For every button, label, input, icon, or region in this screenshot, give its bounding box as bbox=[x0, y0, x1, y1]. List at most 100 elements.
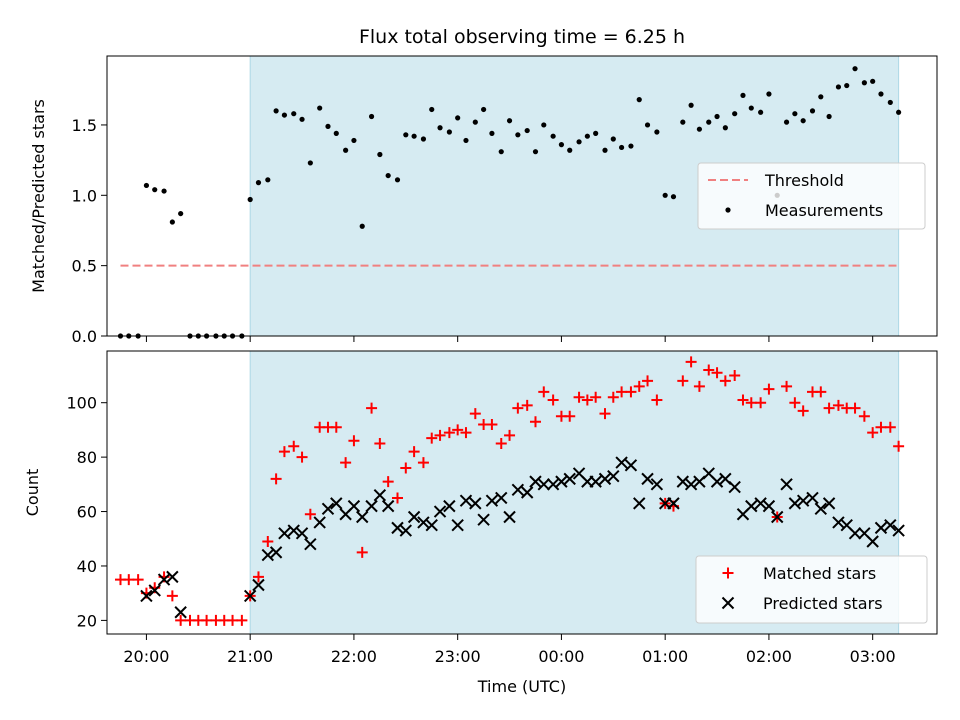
measurement-point bbox=[299, 116, 305, 122]
predicted-star-marker bbox=[252, 578, 265, 592]
count-axes-frame bbox=[106, 350, 938, 635]
measurement-point bbox=[766, 91, 772, 97]
predicted-star-marker bbox=[728, 480, 741, 494]
count-x-axis-label: Time (UTC) bbox=[477, 677, 566, 696]
predicted-star-marker bbox=[330, 497, 343, 510]
predicted-star-marker bbox=[832, 516, 845, 529]
ratio-legend: Threshold Measurements bbox=[697, 162, 926, 230]
ratio-panel: 0.0 0.5 1.0 1.5 Matched/Predicted stars Thr… bbox=[29, 55, 938, 346]
measurement-point bbox=[800, 118, 806, 124]
matched-star-marker bbox=[858, 410, 870, 422]
matched-star-marker bbox=[884, 421, 896, 433]
measurement-point bbox=[610, 136, 616, 142]
measurement-point bbox=[722, 125, 728, 131]
predicted-star-marker bbox=[641, 472, 654, 486]
predicted-star-marker bbox=[417, 516, 430, 529]
ratio-axes-frame bbox=[106, 55, 938, 337]
matched-star-marker bbox=[719, 375, 731, 387]
predicted-star-marker bbox=[485, 494, 499, 507]
measurement-point bbox=[343, 147, 349, 153]
predicted-star-marker bbox=[356, 510, 369, 524]
measurement-point bbox=[550, 133, 556, 139]
measurement-point bbox=[281, 112, 288, 118]
matched-star-marker bbox=[417, 457, 429, 469]
matched-star-marker bbox=[408, 446, 420, 458]
measurement-point bbox=[826, 113, 832, 120]
matched-star-marker bbox=[366, 402, 378, 414]
predicted-star-marker bbox=[399, 524, 413, 537]
measurement-point bbox=[835, 84, 842, 90]
predicted-star-marker bbox=[477, 513, 490, 526]
matched-star-marker bbox=[590, 391, 602, 403]
y-tick-label: 1.5 bbox=[72, 116, 97, 135]
predicted-star-marker bbox=[884, 518, 897, 532]
matched-star-marker bbox=[296, 451, 308, 463]
x-tick-label: 22:00 bbox=[331, 647, 377, 666]
predicted-star-marker bbox=[796, 494, 810, 507]
y-tick-label: 0.5 bbox=[72, 257, 97, 276]
matched-star-marker bbox=[685, 356, 697, 368]
measurement-point bbox=[896, 109, 902, 115]
ratio-y-ticks: 0.0 0.5 1.0 1.5 bbox=[72, 116, 107, 346]
matched-star-marker bbox=[832, 399, 844, 411]
predicted-star-marker bbox=[459, 494, 473, 507]
predicted-star-marker bbox=[633, 497, 646, 510]
measurement-point bbox=[515, 132, 521, 138]
measurement-point bbox=[143, 182, 150, 189]
matched-star-marker bbox=[581, 394, 593, 406]
predicted-star-marker bbox=[874, 521, 888, 535]
measurement-point bbox=[273, 108, 279, 114]
matched-star-marker bbox=[278, 446, 290, 458]
matched-star-marker bbox=[616, 386, 628, 398]
matched-star-marker bbox=[711, 367, 723, 379]
matched-star-marker bbox=[512, 402, 524, 414]
y-tick-label: 1.0 bbox=[72, 186, 97, 205]
predicted-star-marker bbox=[278, 527, 291, 540]
predicted-star-marker bbox=[814, 502, 828, 516]
predicted-star-marker bbox=[269, 546, 283, 559]
measurement-point bbox=[152, 187, 158, 193]
predicted-star-marker bbox=[373, 489, 387, 502]
matched-star-marker bbox=[469, 408, 481, 420]
predicted-star-marker bbox=[866, 535, 879, 548]
matched-star-marker bbox=[815, 386, 827, 398]
matched-star-marker bbox=[677, 375, 689, 387]
measurement-point bbox=[593, 130, 599, 136]
matched-star-marker bbox=[703, 364, 715, 376]
legend-matched-swatch bbox=[722, 567, 734, 579]
predicted-star-marker bbox=[433, 505, 447, 518]
measurement-point bbox=[783, 119, 790, 125]
predicted-star-marker bbox=[425, 518, 438, 532]
matched-star-marker bbox=[849, 402, 861, 414]
measurement-point bbox=[481, 106, 487, 113]
legend-box bbox=[697, 162, 926, 230]
y-tick-label: 100 bbox=[66, 394, 97, 413]
measurement-point bbox=[670, 194, 677, 200]
predicted-star-marker bbox=[261, 548, 275, 562]
measurement-point bbox=[602, 147, 608, 153]
predicted-star-markers bbox=[140, 456, 905, 619]
matched-star-marker bbox=[236, 614, 248, 626]
measurement-point bbox=[887, 99, 893, 106]
measurement-point bbox=[351, 137, 357, 144]
predicted-star-marker bbox=[443, 499, 456, 513]
legend-matched-label: Matched stars bbox=[763, 564, 876, 583]
predicted-star-marker bbox=[806, 491, 819, 505]
measurement-point bbox=[809, 108, 816, 114]
predicted-star-marker bbox=[157, 573, 171, 586]
measurement-point bbox=[576, 139, 582, 145]
x-tick-label: 02:00 bbox=[746, 647, 792, 666]
measurement-point bbox=[852, 66, 858, 72]
predicted-star-marker bbox=[563, 472, 576, 486]
measurement-point bbox=[498, 149, 504, 155]
measurement-point bbox=[506, 118, 513, 124]
predicted-star-marker bbox=[598, 472, 612, 486]
measurement-point bbox=[463, 137, 469, 144]
predicted-star-marker bbox=[771, 510, 784, 524]
count-y-axis-label: Count bbox=[23, 469, 42, 517]
matched-star-marker bbox=[382, 476, 394, 488]
predicted-star-marker bbox=[347, 499, 361, 513]
matched-star-marker bbox=[132, 574, 144, 586]
measurement-point bbox=[394, 177, 401, 183]
y-tick-label: 20 bbox=[77, 611, 97, 630]
